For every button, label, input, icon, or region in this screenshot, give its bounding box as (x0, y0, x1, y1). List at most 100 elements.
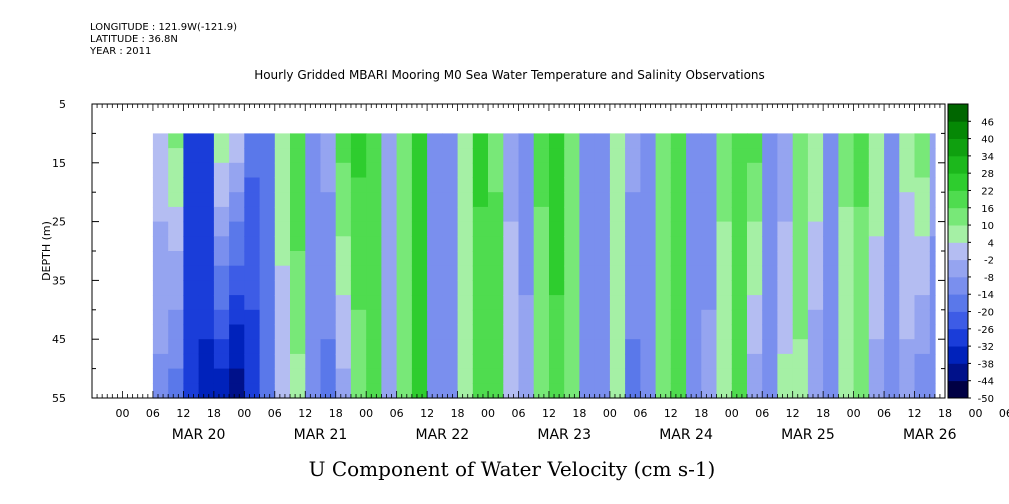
y-axis-label: DEPTH (m) (40, 221, 53, 281)
colorbar-swatch (948, 225, 968, 243)
heatmap-cell (914, 251, 931, 267)
heatmap-cell (899, 162, 916, 179)
heatmap-cell (411, 206, 428, 223)
heatmap-cell (777, 324, 794, 340)
heatmap-cell (503, 383, 520, 399)
heatmap-cell (838, 280, 855, 296)
colorbar-swatch (948, 346, 968, 364)
heatmap-cell (396, 162, 413, 179)
heatmap-cell (152, 148, 169, 164)
heatmap-cell (701, 339, 718, 355)
heatmap-cell (320, 162, 337, 179)
heatmap-cell (396, 295, 413, 311)
x-date-label: MAR 20 (172, 427, 226, 443)
heatmap-cell (183, 177, 200, 193)
heatmap-cell (411, 383, 428, 399)
heatmap-cell (457, 265, 474, 281)
heatmap-cell (777, 339, 794, 355)
heatmap-cell (853, 265, 870, 281)
heatmap-cell (655, 206, 672, 223)
y-tick-label: 55 (52, 392, 66, 405)
heatmap-cell (168, 280, 184, 296)
heatmap-cell (427, 251, 443, 267)
heatmap-cell (472, 339, 489, 355)
heatmap-cell (457, 383, 474, 399)
heatmap-cell (259, 368, 276, 384)
heatmap-cell (655, 236, 672, 252)
heatmap-cell (609, 148, 626, 164)
heatmap-cell (914, 177, 931, 193)
heatmap-cell (747, 177, 763, 193)
heatmap-cell (244, 148, 261, 164)
heatmap-cell (807, 295, 824, 311)
heatmap-cell (792, 295, 809, 311)
heatmap-cell (411, 177, 428, 193)
heatmap-cell (350, 353, 367, 370)
heatmap-cell (807, 383, 824, 399)
heatmap-cell (929, 339, 936, 355)
heatmap-cell (274, 221, 291, 237)
heatmap-cell (472, 133, 489, 149)
colorbar-tick-label: -32 (978, 342, 994, 353)
heatmap-cell (198, 192, 215, 208)
heatmap-cell (792, 236, 809, 252)
heatmap-cell (305, 148, 322, 164)
heatmap-cell (564, 236, 580, 252)
heatmap-cell (823, 148, 839, 164)
heatmap-cell (320, 383, 337, 399)
heatmap-cell (229, 339, 245, 355)
heatmap-cell (777, 162, 794, 179)
heatmap-cell (549, 251, 565, 267)
heatmap-cell (899, 353, 916, 370)
heatmap-cell (747, 383, 763, 399)
heatmap-cell (366, 133, 382, 149)
heatmap-cell (929, 353, 936, 370)
heatmap-cell (868, 339, 885, 355)
heatmap-cell (899, 383, 916, 399)
heatmap-cell (152, 133, 169, 149)
heatmap-cell (411, 339, 428, 355)
heatmap-cell (731, 251, 748, 267)
colorbar-tick-label: -2 (984, 256, 994, 267)
heatmap-cell (244, 309, 261, 326)
heatmap-cell (655, 324, 672, 340)
heatmap-cell (701, 383, 718, 399)
heatmap-cell (259, 206, 276, 223)
heatmap-cell (579, 295, 596, 311)
heatmap-cell (533, 148, 550, 164)
heatmap-cell (838, 206, 855, 223)
heatmap-cell (366, 324, 382, 340)
heatmap-cell (823, 265, 839, 281)
heatmap-cell (731, 368, 748, 384)
x-hour-tick-label: 18 (816, 407, 830, 420)
heatmap-cell (320, 148, 337, 164)
heatmap-cell (320, 251, 337, 267)
heatmap-cell (518, 383, 535, 399)
heatmap-cell (823, 133, 839, 149)
heatmap-cell (823, 324, 839, 340)
heatmap-cell (747, 251, 763, 267)
heatmap-cell (350, 206, 367, 223)
heatmap-cell (533, 339, 550, 355)
heatmap-cell (533, 353, 550, 370)
heatmap-cell (564, 251, 580, 267)
heatmap-cell (594, 280, 611, 296)
heatmap-cell (762, 353, 778, 370)
heatmap-cell (320, 236, 337, 252)
heatmap-cell (488, 368, 504, 384)
latitude-label: LATITUDE : 36.8N (90, 34, 178, 45)
colorbar-swatch (948, 363, 968, 382)
heatmap-cell (427, 309, 443, 326)
heatmap-cell (625, 309, 641, 326)
heatmap-cell (716, 221, 733, 237)
heatmap-cell (792, 221, 809, 237)
x-hour-tick-label: 18 (694, 407, 708, 420)
heatmap-cell (853, 162, 870, 179)
heatmap-cell (884, 339, 900, 355)
heatmap-cell (640, 148, 657, 164)
heatmap-cell (427, 206, 443, 223)
heatmap-cell (335, 309, 352, 326)
heatmap-cell (229, 353, 245, 370)
heatmap-cell (579, 148, 596, 164)
heatmap-cell (823, 177, 839, 193)
